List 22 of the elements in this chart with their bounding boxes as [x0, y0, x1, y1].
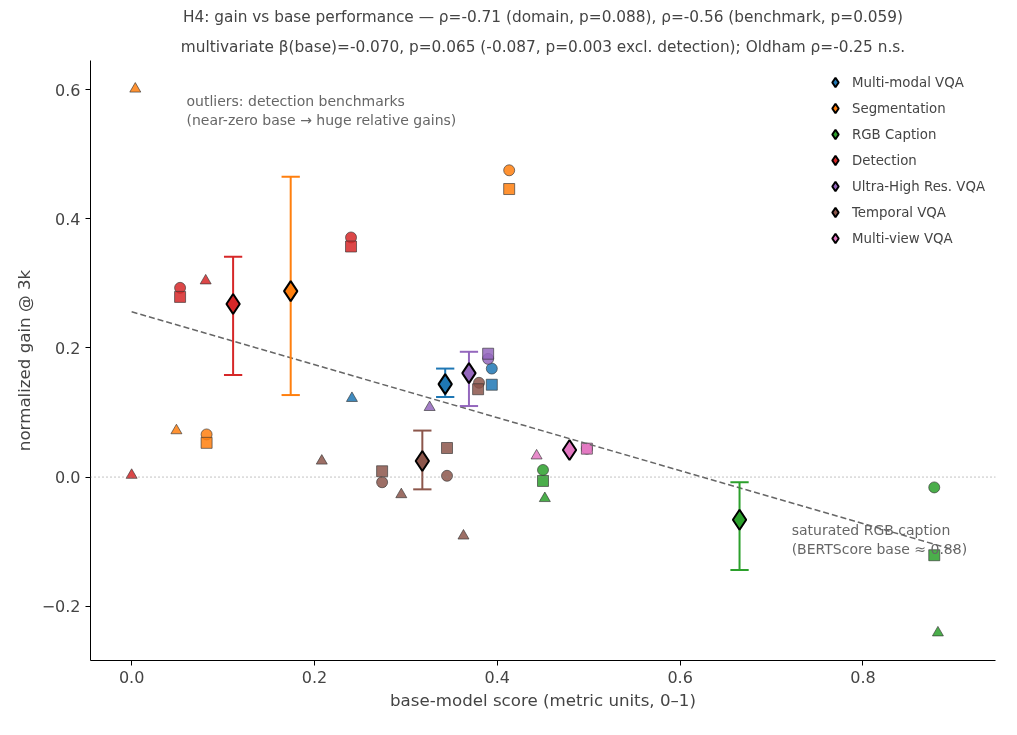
- y-tick-label: 0.4: [55, 209, 81, 229]
- annotation: outliers: detection benchmarks (near-zero base → huge relative gains): [186, 92, 457, 128]
- y-tick-label: 0.2: [55, 338, 81, 358]
- chart-title: H4: gain vs base performance — ρ=-0.71 (domain, p=0.088), ρ=-0.56 (benchmark, p=0.059): [182, 7, 904, 26]
- legend-label: Temporal VQA: [851, 203, 946, 222]
- x-tick-label: 0.0: [118, 667, 145, 687]
- y-tick-label: 0.6: [55, 80, 81, 100]
- legend-label: Multi-view VQA: [851, 229, 953, 248]
- y-axis-title: normalized gain @ 3k: [14, 269, 34, 452]
- y-tick-label: −0.2: [41, 597, 81, 617]
- legend-label: Segmentation: [851, 99, 946, 118]
- chart-subtitle: multivariate β(base)=-0.070, p=0.065 (-0.087, p=0.003 excl. detection); Oldham ρ=-0.25 n.s.: [180, 37, 906, 56]
- legend-label: Ultra-High Res. VQA: [851, 177, 985, 196]
- legend-label: Multi-modal VQA: [851, 73, 964, 92]
- x-tick-label: 0.4: [484, 667, 511, 687]
- legend-label: Detection: [851, 151, 917, 170]
- x-tick-label: 0.2: [301, 667, 328, 687]
- y-tick-label: 0.0: [55, 468, 81, 488]
- legend-label: RGB Caption: [851, 125, 937, 144]
- x-tick-label: 0.6: [667, 667, 693, 687]
- x-tick-label: 0.8: [850, 667, 876, 687]
- x-axis-title: base-model score (metric units, 0–1): [390, 690, 696, 710]
